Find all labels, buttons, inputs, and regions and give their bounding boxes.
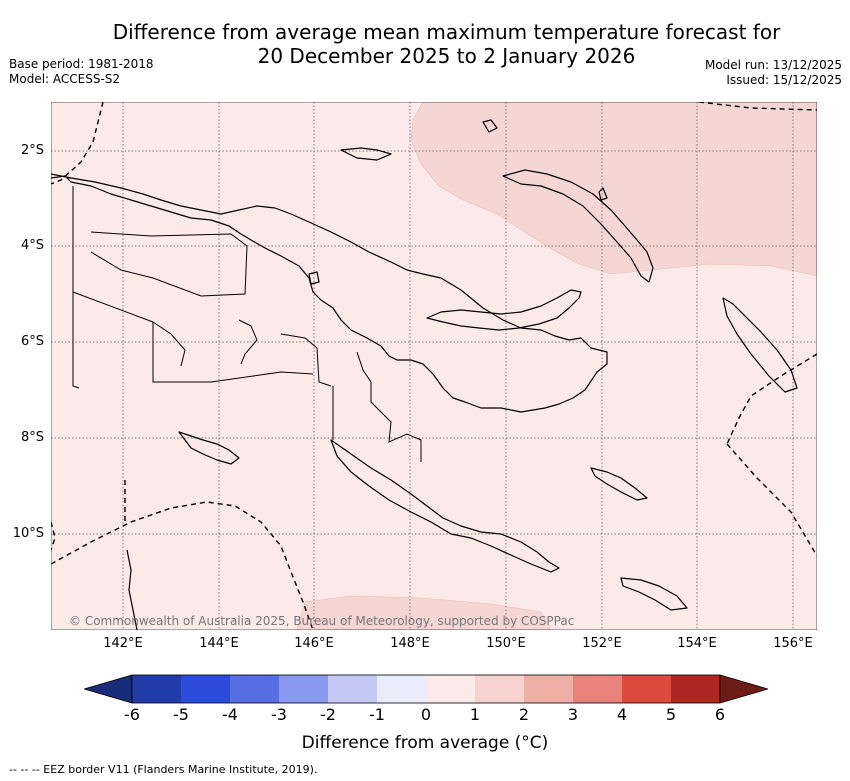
colorbar-extend-high xyxy=(719,674,768,704)
province-boundary-2 xyxy=(90,231,248,297)
province-boundary-4 xyxy=(238,319,258,365)
lon-label-146e: 146°E xyxy=(294,636,334,651)
lon-label-156e: 156°E xyxy=(773,636,813,651)
lon-label-150e: 150°E xyxy=(486,636,526,651)
lat-label-6s: 6°S xyxy=(20,334,44,349)
cape-york-tip xyxy=(126,549,138,630)
colorbar-segment xyxy=(573,675,622,703)
eez-southwest xyxy=(51,501,314,630)
papuan-peninsula-coast xyxy=(330,439,560,573)
lat-label-4s: 4°S xyxy=(20,238,44,253)
lat-label-10s: 10°S xyxy=(12,526,44,541)
colorbar-label: Difference from average (°C) xyxy=(301,733,549,753)
colorbar-tick-label: -2 xyxy=(320,705,336,724)
colorbar-tick-label: 6 xyxy=(714,705,726,724)
colorbar-segment xyxy=(181,675,230,703)
colorbar-segment xyxy=(475,675,524,703)
colorbar-segment xyxy=(622,675,671,703)
colorbar-tick-label: 5 xyxy=(665,705,677,724)
colorbar-tick-label: -6 xyxy=(124,705,140,724)
base-period: Base period: 1981-2018 xyxy=(9,57,154,71)
colorbar-tick-label: -1 xyxy=(369,705,385,724)
colorbar-segment xyxy=(377,675,426,703)
eez-footnote: -- -- -- EEZ border V11 (Flanders Marine… xyxy=(9,763,318,776)
fly-delta xyxy=(178,431,240,465)
title-line-1: Difference from average mean maximum tem… xyxy=(112,20,781,44)
borders xyxy=(72,186,422,462)
eez-north xyxy=(51,102,104,185)
small-island-3 xyxy=(598,187,608,201)
model-run: Model run: 13/12/2025 xyxy=(704,58,842,72)
meta-right: Model run: 13/12/2025 Issued: 15/12/2025 xyxy=(705,58,842,88)
guadalcanal-island xyxy=(590,467,648,501)
colorbar-segment xyxy=(328,675,377,703)
new-britain xyxy=(426,289,582,331)
colorbar-tick-label: 1 xyxy=(469,705,481,724)
colorbar-segment xyxy=(279,675,328,703)
province-boundary-1 xyxy=(72,291,314,383)
colorbar-segment xyxy=(132,675,181,703)
lon-label-142e: 142°E xyxy=(103,636,143,651)
province-boundary-5 xyxy=(280,333,332,387)
louisiade-islands xyxy=(620,577,688,611)
bougainville-island xyxy=(722,297,798,393)
eez-southeast xyxy=(726,443,817,557)
graticule xyxy=(51,102,817,630)
colorbar-segment xyxy=(426,675,475,703)
province-boundary-3 xyxy=(152,321,186,367)
colorbar-segment xyxy=(524,675,573,703)
colorbar-tick-label: 2 xyxy=(518,705,530,724)
chart-title: Difference from average mean maximum tem… xyxy=(0,20,850,68)
lon-label-148e: 148°E xyxy=(390,636,430,651)
meta-left: Base period: 1981-2018 Model: ACCESS-S2 xyxy=(9,57,154,87)
title-line-2: 20 December 2025 to 2 January 2026 xyxy=(257,44,636,68)
model-name: Model: ACCESS-S2 xyxy=(9,72,121,86)
eez-east xyxy=(726,353,817,445)
eez-borders xyxy=(51,102,817,630)
colorbar-tick-label: -5 xyxy=(173,705,189,724)
png-indonesia-border xyxy=(72,186,80,389)
coastlines xyxy=(51,119,798,630)
colorbar-tick-label: 4 xyxy=(616,705,628,724)
map-panel xyxy=(51,102,817,630)
small-island-2 xyxy=(308,271,320,285)
warm-anomaly-region-north xyxy=(410,102,817,277)
colorbar-tick-label: 3 xyxy=(567,705,579,724)
colorbar-segment xyxy=(230,675,279,703)
new-ireland xyxy=(502,169,654,283)
colorbar-segment xyxy=(671,675,720,703)
new-guinea-coast xyxy=(51,173,608,413)
colorbar-tick-label: -3 xyxy=(271,705,287,724)
province-boundary-7 xyxy=(356,351,422,462)
lat-label-2s: 2°S xyxy=(20,143,44,158)
colorbar-extend-low xyxy=(84,674,133,704)
copyright-notice: © Commonwealth of Australia 2025, Bureau… xyxy=(69,614,575,628)
manus-island xyxy=(340,147,392,161)
lon-label-154e: 154°E xyxy=(677,636,717,651)
lon-label-144e: 144°E xyxy=(199,636,239,651)
colorbar-tick-label: -4 xyxy=(222,705,238,724)
lon-label-152e: 152°E xyxy=(582,636,622,651)
issued-date: Issued: 15/12/2025 xyxy=(726,73,842,87)
small-island-1 xyxy=(482,119,498,133)
lat-label-8s: 8°S xyxy=(20,430,44,445)
warm-anomaly-region-south xyxy=(296,595,552,630)
colorbar xyxy=(84,674,768,704)
colorbar-tick-label: 0 xyxy=(420,705,432,724)
